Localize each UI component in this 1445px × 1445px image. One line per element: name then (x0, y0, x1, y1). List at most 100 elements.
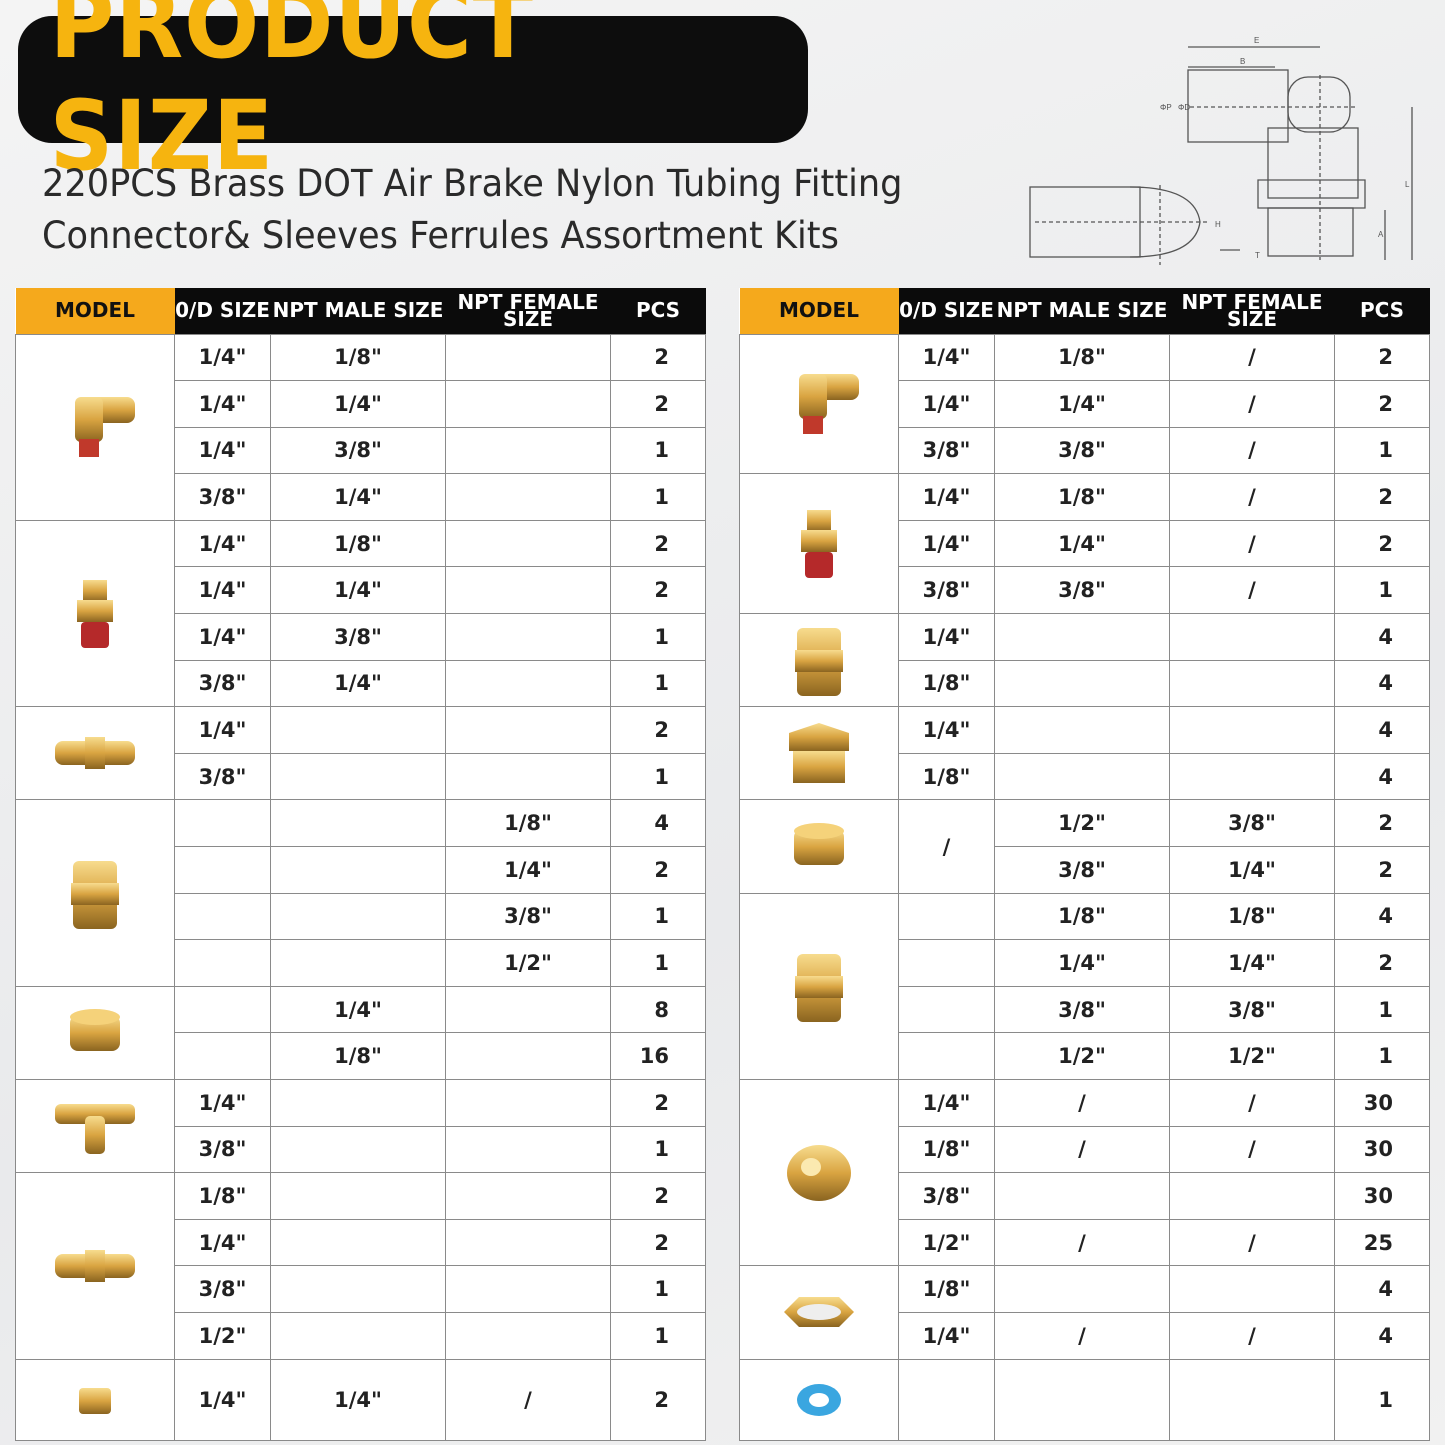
od-cell: 1/8" (898, 659, 995, 708)
table-row: 1/4" 1/8" 2 (15, 333, 706, 521)
female-cell: / (1169, 566, 1335, 615)
pcs-cell: 2 (610, 566, 706, 615)
diagram-label: T (1255, 251, 1260, 260)
od-cell: 3/8" (174, 752, 271, 801)
pcs-cell: 1 (610, 752, 706, 801)
female-cell (445, 1265, 611, 1313)
male-cell (270, 1311, 446, 1360)
male-cell (270, 1125, 446, 1174)
od-cell (174, 799, 271, 848)
female-cell (445, 566, 611, 615)
pcs-cell: 1 (610, 613, 706, 661)
male-cell: 1/8" (270, 1032, 446, 1080)
pcs-cell: 4 (1334, 1265, 1430, 1313)
od-cell (174, 1032, 271, 1080)
od-cell: 3/8" (174, 1125, 271, 1174)
pcs-cell: 1 (610, 892, 706, 941)
model-cell (739, 1358, 899, 1441)
female-cell (445, 1172, 611, 1220)
od-cell: 3/8" (174, 1265, 271, 1313)
swivel-male-connector-icon (740, 504, 898, 584)
female-cell (1169, 1358, 1335, 1441)
female-cell (445, 473, 611, 521)
diagram-label: ΦD (1178, 103, 1190, 112)
female-cell: / (1169, 333, 1335, 382)
female-cell: 1/2" (1169, 1032, 1335, 1080)
hex-nipple-icon (740, 946, 898, 1026)
table-row: 1/4" 2 (15, 1078, 706, 1174)
female-cell: 3/8" (1169, 985, 1335, 1034)
od-cell (898, 1032, 995, 1080)
female-cell (445, 519, 611, 568)
female-cell (445, 706, 611, 754)
diagram-label: A (1378, 230, 1384, 239)
table-row: 3/8" 1 (16, 1125, 706, 1174)
pcs-cell: 4 (1334, 892, 1430, 941)
page-title: PRODUCT SIZE (49, 0, 534, 192)
pcs-cell: 2 (610, 846, 706, 894)
model-cell (15, 1358, 175, 1441)
table-row: 1/4" 1/4" 2 (16, 566, 706, 615)
male-cell: 1/4" (994, 380, 1170, 428)
female-cell (445, 1125, 611, 1174)
model-cell (15, 333, 175, 521)
pcs-cell: 2 (610, 706, 706, 754)
od-cell: 1/8" (898, 1125, 995, 1174)
close-nipple-icon (740, 620, 898, 700)
column-header: NPT MALE SIZE (994, 288, 1170, 334)
male-cell: / (994, 1311, 1170, 1360)
od-cell: 1/4" (898, 1311, 995, 1360)
column-header: PCS (1334, 288, 1430, 334)
ptfe-thread-seal-tape-icon (740, 1360, 898, 1440)
model-cell (15, 1172, 175, 1360)
pcs-cell: 1 (610, 1265, 706, 1313)
pcs-cell: 1 (1334, 1032, 1430, 1080)
od-cell: 1/4" (174, 1358, 271, 1441)
od-cell: 1/4" (174, 519, 271, 568)
pcs-cell: 2 (1334, 519, 1430, 568)
pcs-cell: 1 (610, 473, 706, 521)
title-badge: PRODUCT SIZE (18, 0, 808, 192)
male-cell (994, 1265, 1170, 1313)
male-cell: 1/4" (270, 566, 446, 615)
od-cell: 1/4" (898, 473, 995, 521)
column-header: NPT FEMALE SIZE (1169, 288, 1335, 334)
male-cell (270, 939, 446, 987)
female-cell: / (1169, 1079, 1335, 1127)
diagram-label: E (1254, 36, 1259, 45)
od-cell: 1/4" (898, 333, 995, 382)
pcs-cell: 30 (1334, 1172, 1430, 1220)
pcs-cell: 1 (610, 426, 706, 475)
pcs-cell: 8 (610, 985, 706, 1034)
female-cell: 1/4" (1169, 846, 1335, 894)
od-cell (174, 892, 271, 941)
hex-socket-plug-icon (16, 993, 174, 1073)
right-size-table: MODEL 0/D SIZE NPT MALE SIZE NPT FEMALE SIZ… (739, 288, 1430, 1441)
table-row: 1/8" 4 (15, 799, 706, 987)
female-cell: / (1169, 1218, 1335, 1267)
male-cell: / (994, 1079, 1170, 1127)
female-cell: / (1169, 426, 1335, 475)
column-header: NPT FEMALE SIZE (445, 288, 611, 334)
od-cell: 1/4" (174, 380, 271, 428)
female-cell: / (1169, 519, 1335, 568)
od-cell: 3/8" (174, 473, 271, 521)
elbow-fitting-dimension-drawing-icon: E B ΦP ΦD L H A T (1029, 36, 1413, 265)
pcs-cell: 1 (610, 939, 706, 987)
pcs-cell: 4 (1334, 752, 1430, 801)
od-cell: 1/2" (174, 1311, 271, 1360)
od-cell: 1/4" (898, 1079, 995, 1127)
female-cell (1169, 613, 1335, 661)
male-elbow-push-fitting-icon (16, 387, 174, 467)
model-cell (739, 892, 899, 1081)
diagram-label: L (1405, 180, 1410, 189)
female-cell: 3/8" (1169, 799, 1335, 848)
swivel-elbow-fitting-icon (740, 364, 898, 444)
od-cell: 1/4" (174, 706, 271, 754)
diagram-label: B (1240, 57, 1245, 66)
male-cell: 3/8" (994, 985, 1170, 1034)
male-cell: 1/4" (270, 1358, 446, 1441)
table-row: 3/8" 30 (740, 1172, 1430, 1220)
pcs-cell: 2 (610, 380, 706, 428)
pcs-cell: 4 (1334, 659, 1430, 708)
